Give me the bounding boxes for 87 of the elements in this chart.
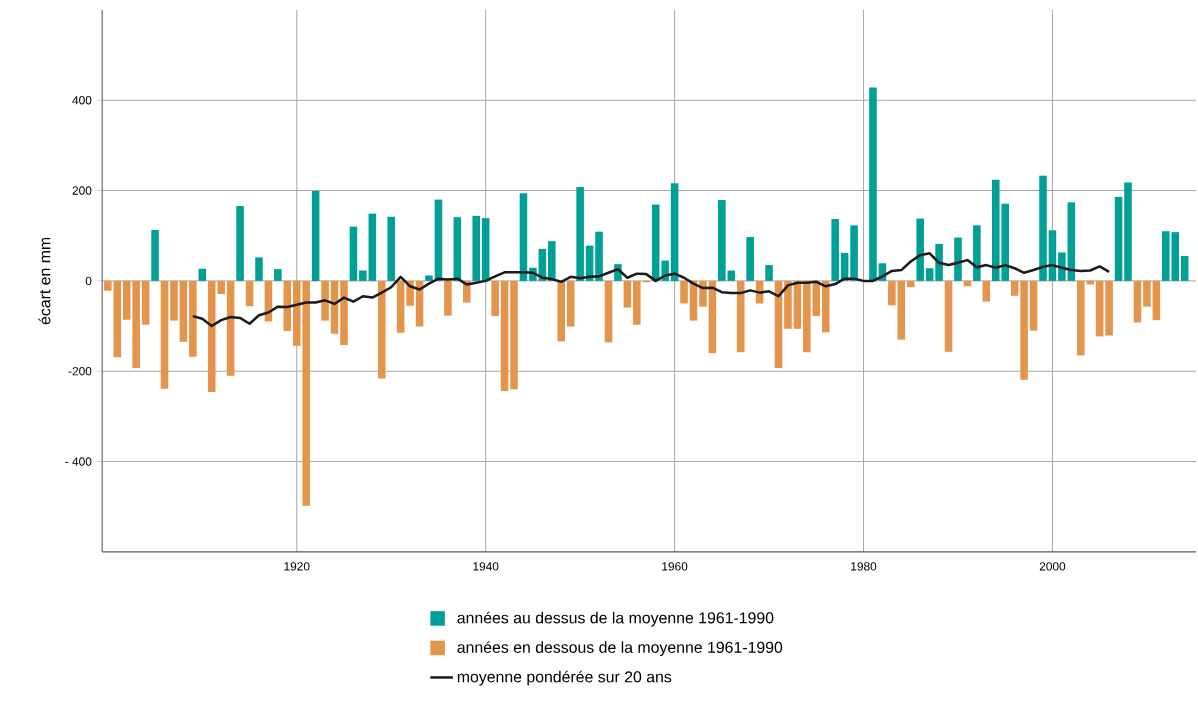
bar: [1180, 255, 1189, 281]
bar: [387, 216, 395, 281]
y-axis-title: écart en mm: [38, 237, 51, 325]
y-tick-label: - 400: [65, 457, 92, 466]
bar: [1067, 202, 1076, 281]
bar: [170, 280, 178, 321]
bar: [104, 280, 112, 291]
x-tick-label: 2000: [1039, 561, 1066, 571]
bar: [472, 215, 481, 281]
legend-label: années au dessus de la moyenne 1961-1990: [457, 611, 774, 627]
y-tick-label: 400: [72, 95, 92, 105]
legend-label: moyenne pondérée sur 20 ans: [457, 670, 672, 686]
bar: [274, 268, 282, 281]
bar: [548, 240, 556, 281]
bar: [189, 280, 197, 357]
bar: [198, 268, 207, 281]
bar: [736, 280, 745, 353]
bar: [396, 280, 405, 333]
bar: [831, 218, 839, 281]
bar: [226, 280, 235, 376]
bar: [1124, 182, 1132, 281]
bar: [869, 87, 877, 281]
bar: [604, 280, 613, 343]
bar: [935, 243, 943, 281]
bar: [906, 280, 915, 287]
bar: [916, 218, 924, 281]
bar: [519, 193, 528, 281]
bar: [113, 280, 122, 357]
bar: [1058, 252, 1066, 281]
bar: [557, 280, 566, 342]
x-tick-label: 1980: [851, 561, 877, 571]
bar: [368, 213, 377, 281]
bar: [349, 226, 358, 281]
bar: [746, 236, 754, 281]
bar: [245, 280, 254, 306]
bar: [973, 225, 981, 281]
bar: [151, 229, 159, 281]
bar: [340, 280, 348, 345]
y-tick-label: -200: [68, 366, 92, 376]
y-tick-label: 0: [85, 276, 92, 285]
bar: [500, 280, 509, 391]
bar: [1152, 280, 1161, 320]
bar: [1114, 196, 1123, 281]
x-tick-label: 1960: [662, 561, 688, 571]
bar: [566, 280, 575, 327]
bar: [925, 268, 934, 281]
bar: [680, 280, 688, 304]
bar: [850, 225, 858, 281]
bar: [491, 280, 499, 316]
bar: [784, 280, 792, 329]
bar: [377, 280, 386, 379]
x-tick-label: 1940: [473, 561, 499, 571]
bar: [1133, 280, 1142, 323]
bar: [359, 270, 367, 281]
bar: [510, 280, 518, 390]
bar: [897, 280, 906, 340]
bar: [481, 217, 490, 281]
bar: [1105, 280, 1113, 336]
legend-label: années en dessous de la moyenne 1961-1990: [457, 640, 783, 656]
bar: [623, 280, 632, 308]
bar: [160, 280, 169, 389]
x-tick-label: 1920: [284, 561, 310, 571]
y-tick-label: 200: [72, 186, 92, 195]
bar: [595, 231, 603, 281]
bar: [699, 280, 707, 307]
bar: [821, 280, 830, 333]
bar: [982, 280, 991, 302]
bar: [236, 205, 244, 281]
bar: [179, 280, 188, 342]
bar: [444, 280, 452, 316]
bar: [141, 280, 150, 325]
bar: [311, 190, 320, 281]
bar: [670, 183, 679, 281]
bar: [954, 237, 962, 281]
bar: [1020, 280, 1028, 380]
bar: [255, 257, 263, 281]
bar: [765, 264, 773, 281]
bar: [321, 280, 329, 321]
bar: [1029, 280, 1038, 331]
bar: [1039, 175, 1047, 281]
bar: [1010, 280, 1019, 296]
bar: [944, 280, 953, 352]
bar: [425, 275, 433, 281]
bar: [1143, 280, 1151, 307]
bar: [576, 186, 584, 281]
bar: [888, 280, 896, 306]
bar: [1095, 280, 1104, 337]
